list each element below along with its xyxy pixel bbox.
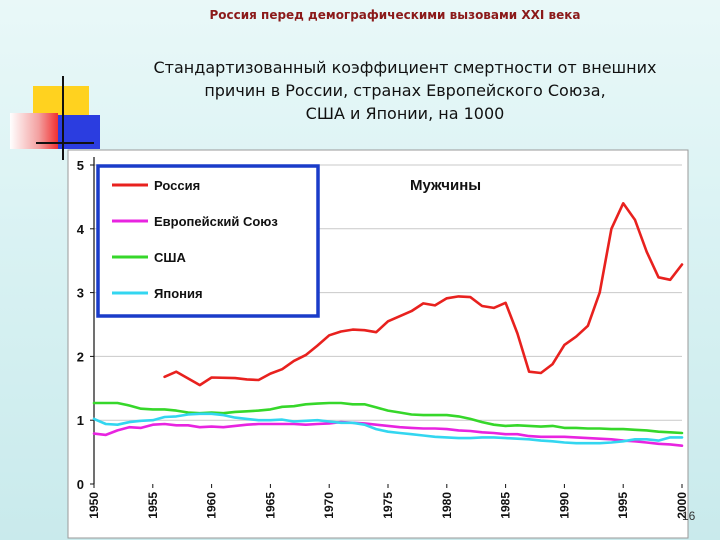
y-tick-label: 4 (77, 222, 85, 237)
slide-header: Россия перед демографическими вызовами X… (209, 8, 581, 22)
slide-title: Стандартизованный коэффициент смертности… (120, 56, 690, 125)
legend-label-usa: США (154, 250, 186, 265)
x-tick-label: 1955 (146, 492, 160, 519)
series-line-eu (92, 420, 684, 448)
series-line-russia (163, 202, 684, 387)
legend-label-eu: Европейский Союз (154, 214, 278, 229)
x-tick-label: 1990 (557, 492, 571, 519)
page-number: 16 (682, 509, 696, 523)
title-line-3: США и Японии, на 1000 (305, 104, 505, 123)
x-tick-label: 1970 (322, 492, 336, 519)
legend-box (96, 164, 320, 318)
decoration-horizontal-line (36, 142, 94, 144)
legend-label-russia: Россия (154, 178, 200, 193)
legend: Россия Европейский Союз США Япония (96, 164, 320, 318)
panel-title: Мужчины (410, 177, 481, 194)
x-tick-label: 2000 (675, 492, 689, 519)
y-tick-label: 1 (77, 413, 84, 428)
series-lines (92, 202, 684, 448)
y-tick-label: 2 (77, 349, 84, 364)
series-line-usa (92, 401, 684, 435)
x-tick-label: 1975 (381, 492, 395, 519)
title-line-2: причин в России, странах Европейского Со… (204, 81, 606, 100)
x-tick-label: 1985 (499, 492, 513, 519)
y-axis: 0 1 2 3 4 5 (77, 157, 95, 492)
x-tick-label: 1965 (263, 492, 277, 519)
y-tick-label: 5 (77, 158, 84, 173)
title-line-1: Стандартизованный коэффициент смертности… (153, 58, 657, 77)
x-tick-label: 1960 (205, 492, 219, 519)
y-tick-label: 0 (77, 477, 84, 492)
decoration-vertical-line (62, 76, 64, 160)
x-tick-label: 1995 (616, 492, 630, 519)
x-tick-label: 1950 (87, 492, 101, 519)
series-line-japan (92, 412, 684, 445)
x-tick-label: 1980 (440, 492, 454, 519)
x-axis: 1950 1955 1960 1965 1970 1975 1980 1985 1990 1995… (87, 484, 689, 519)
legend-label-japan: Япония (154, 286, 203, 301)
y-tick-label: 3 (77, 286, 84, 301)
